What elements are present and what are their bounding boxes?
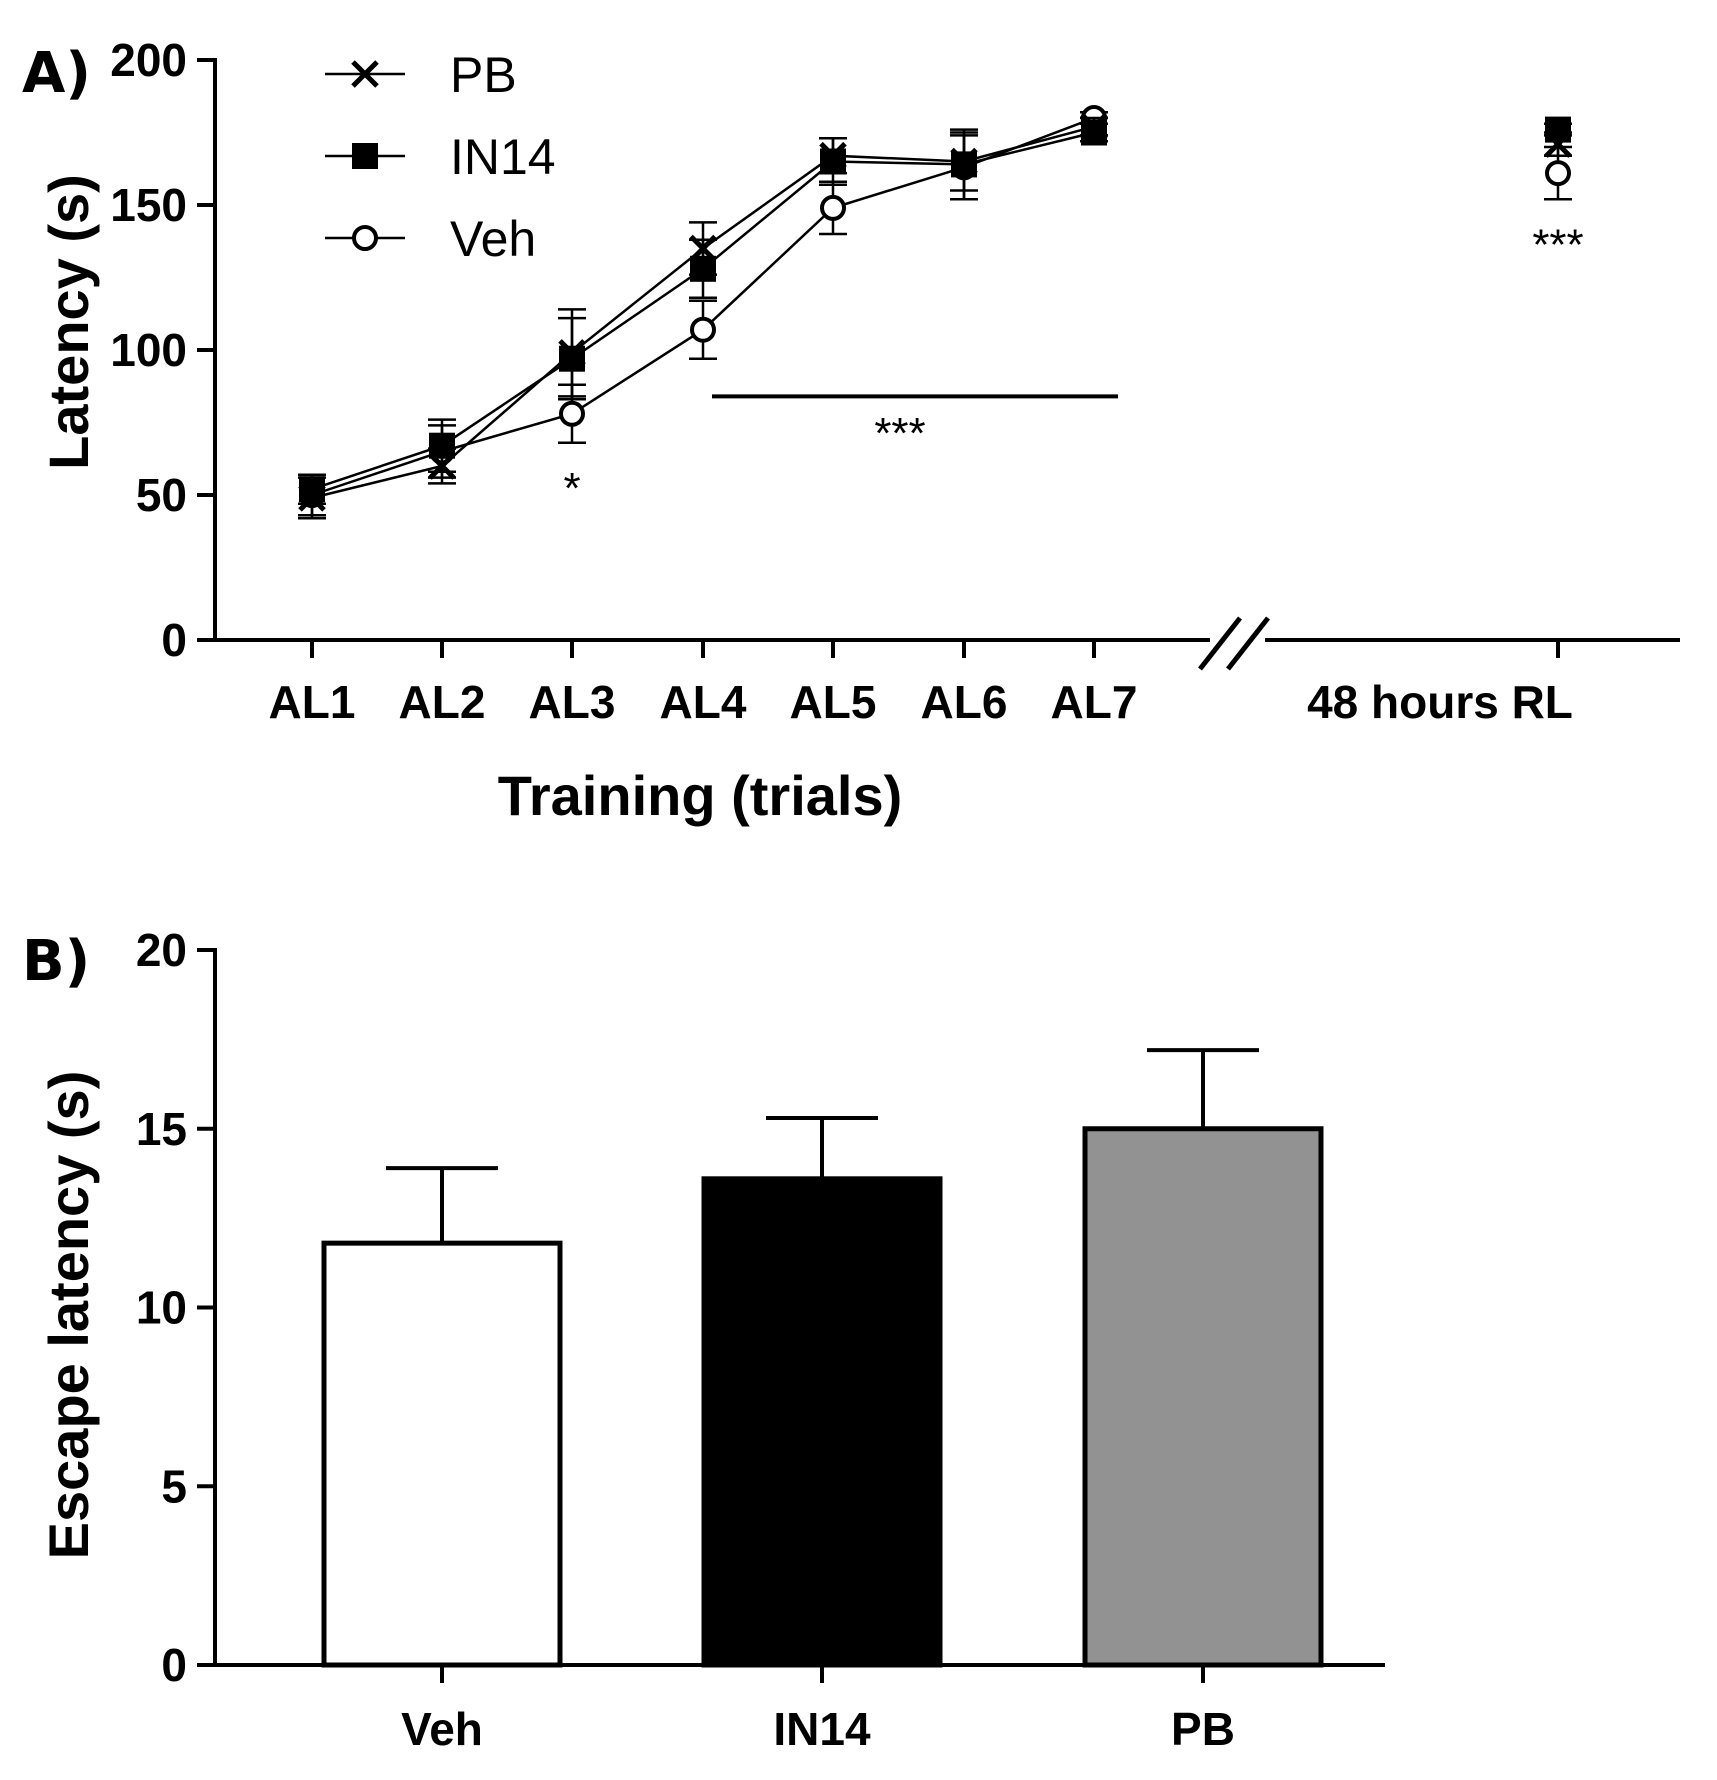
panel-a-x-tick-label: AL6 bbox=[921, 676, 1008, 728]
significance-star: *** bbox=[1532, 221, 1583, 270]
series-pb-point bbox=[689, 234, 717, 263]
x-marker-stroke bbox=[298, 484, 326, 512]
legend-item-pb: PB bbox=[325, 47, 517, 103]
panel-a-x-tick-label: AL7 bbox=[1051, 676, 1138, 728]
series-pb-point bbox=[428, 452, 456, 480]
significance-star: *** bbox=[874, 409, 925, 458]
legend-marker-in14 bbox=[352, 143, 378, 169]
series-pb-point bbox=[298, 484, 326, 512]
series-veh-point bbox=[820, 194, 846, 221]
x-marker-stroke bbox=[1080, 112, 1108, 141]
panel-a-x-tick-label: AL5 bbox=[790, 676, 877, 728]
x-marker-stroke bbox=[819, 141, 847, 170]
panel-a-x-tick-label: AL3 bbox=[529, 676, 616, 728]
panel-a-label: A) bbox=[22, 41, 91, 106]
panel-b-y-tick-label: 0 bbox=[161, 1639, 187, 1691]
legend-label-in14: IN14 bbox=[450, 129, 556, 185]
panel-b-x-tick-label: Veh bbox=[401, 1703, 483, 1755]
panel-a-x-tick-label: 48 hours RL bbox=[1307, 676, 1573, 728]
panel-a-axis-break-slash bbox=[1226, 616, 1270, 671]
panel-a-y-axis-title: Latency (s) bbox=[37, 174, 100, 470]
panel-a-line-chart: A) Latency (s) Training (trials) 0 50 100 1… bbox=[22, 34, 1680, 827]
panel-a-x-tick-label: AL1 bbox=[269, 676, 356, 728]
x-marker-stroke bbox=[351, 60, 379, 88]
panel-a-y-tick-label: 150 bbox=[110, 179, 187, 231]
series-veh-point bbox=[559, 400, 585, 427]
panel-b-y-tick-label: 10 bbox=[136, 1282, 187, 1334]
panel-a-x-axis-title: Training (trials) bbox=[498, 764, 903, 827]
series-pb-point bbox=[558, 339, 586, 367]
series-pb-point bbox=[819, 141, 847, 170]
x-marker-stroke bbox=[689, 234, 717, 263]
panel-a-legend: PB IN14 Veh bbox=[325, 47, 556, 267]
x-marker-stroke bbox=[1544, 130, 1572, 158]
series-pb bbox=[298, 112, 1572, 520]
x-marker-stroke bbox=[950, 147, 978, 176]
legend-marker-veh bbox=[352, 225, 378, 251]
panel-a-series bbox=[298, 105, 1572, 520]
panel-b-x-tick-label: IN14 bbox=[773, 1703, 871, 1755]
panel-a-annotations: ******* bbox=[563, 221, 1583, 514]
panel-a-axes bbox=[213, 58, 1680, 671]
panel-b-y-axis-title: Escape latency (s) bbox=[37, 1071, 100, 1560]
panel-a-y-tick-label: 200 bbox=[110, 34, 187, 86]
bar-in14 bbox=[701, 1176, 943, 1668]
panel-a-x-tick-label: AL4 bbox=[660, 676, 747, 728]
panel-a-axis-break-slash bbox=[1198, 616, 1242, 671]
panel-b-y-tick-label: 20 bbox=[136, 924, 187, 976]
panel-b-x-tick-label: PB bbox=[1171, 1703, 1235, 1755]
bar-veh bbox=[321, 1240, 563, 1668]
series-veh-point bbox=[1545, 160, 1571, 187]
panel-b-ticks: 0 5 10 15 20 Veh IN14 PB bbox=[136, 924, 1235, 1755]
panel-b-y-tick-label: 15 bbox=[136, 1103, 187, 1155]
legend-label-veh: Veh bbox=[450, 211, 536, 267]
panel-a-y-tick-label: 50 bbox=[136, 469, 187, 521]
panel-b-label: B) bbox=[22, 929, 90, 994]
panel-b-bar-chart: B) Escape latency (s) 0 5 10 15 20 Veh IN14 PB bbox=[22, 924, 1385, 1755]
bar-pb bbox=[1082, 1126, 1324, 1668]
x-marker-stroke bbox=[428, 452, 456, 480]
legend-label-pb: PB bbox=[450, 47, 517, 103]
x-marker-stroke bbox=[558, 339, 586, 367]
series-veh-point bbox=[690, 316, 716, 343]
panel-b-y-tick-label: 5 bbox=[161, 1460, 187, 1512]
panel-a-y-tick-label: 0 bbox=[161, 614, 187, 666]
legend-marker-pb bbox=[351, 60, 379, 88]
panel-a-ticks: 0 50 100 150 200 AL1 AL2 AL3 AL4 AL5 AL6 AL7 48 hour… bbox=[110, 34, 1573, 728]
panel-b-bars bbox=[321, 1048, 1324, 1668]
significance-star: * bbox=[563, 464, 580, 513]
series-pb-point bbox=[1544, 130, 1572, 158]
panel-a-x-tick-label: AL2 bbox=[399, 676, 486, 728]
series-pb-point bbox=[950, 147, 978, 176]
legend-item-veh: Veh bbox=[325, 211, 536, 267]
legend-item-in14: IN14 bbox=[325, 129, 556, 185]
panel-a-y-tick-label: 100 bbox=[110, 324, 187, 376]
series-pb-point bbox=[1080, 112, 1108, 141]
